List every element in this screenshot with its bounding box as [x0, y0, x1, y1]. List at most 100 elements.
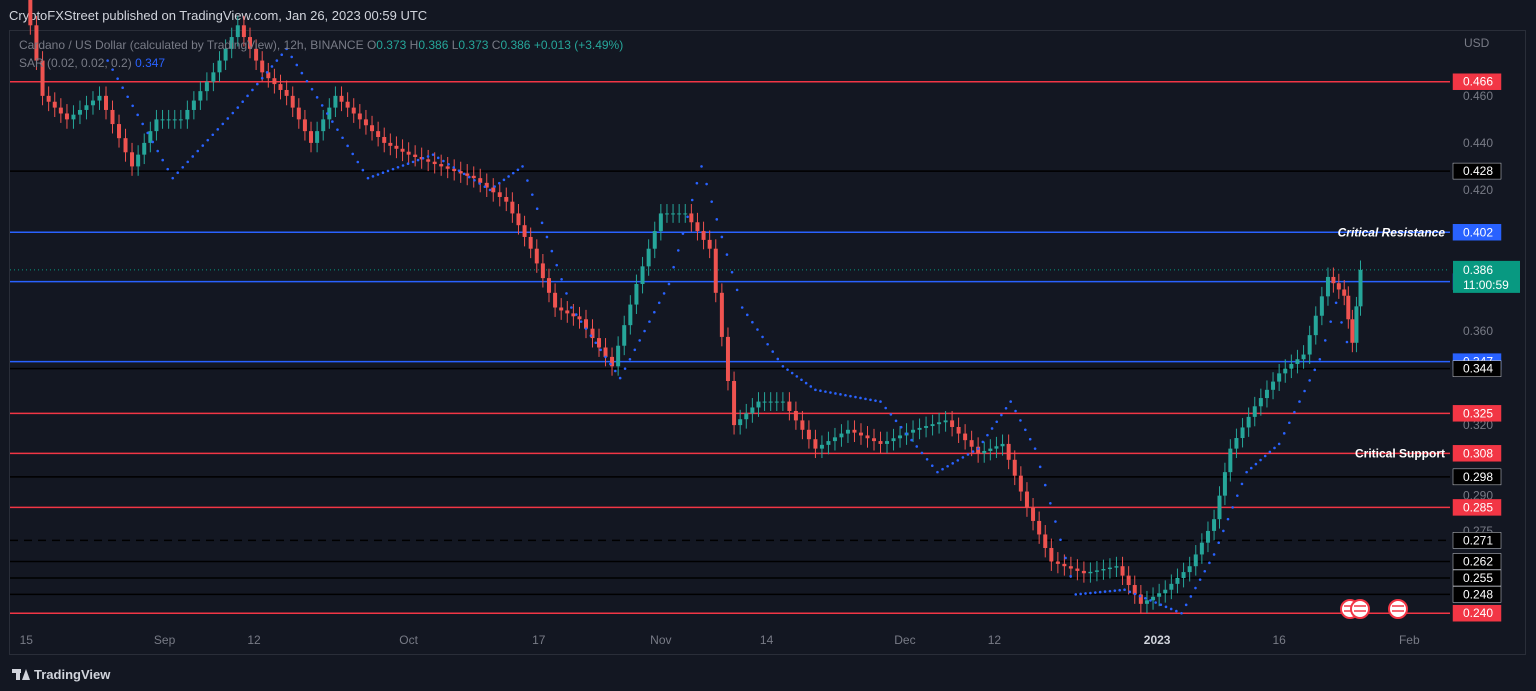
candle-body: [963, 433, 968, 441]
sar-dot: [894, 419, 898, 423]
candle-body: [793, 410, 798, 421]
candle-body: [1325, 276, 1330, 297]
level-tag: [1452, 468, 1502, 486]
sar-dot: [766, 342, 769, 346]
sar-dot: [1123, 588, 1126, 592]
sar-dot: [171, 176, 175, 180]
candle-body: [376, 131, 381, 138]
time-tick: 12: [988, 633, 1002, 647]
candle-body: [584, 319, 588, 329]
sar-dot: [854, 395, 857, 399]
candle-body: [406, 151, 411, 155]
candle-body: [528, 236, 533, 249]
sar-dot: [1024, 428, 1027, 432]
sar-dot: [540, 221, 544, 225]
level-value: 0.298: [1463, 470, 1493, 484]
candle-body: [1307, 335, 1312, 355]
candle-body: [553, 292, 558, 308]
sar-dot: [751, 320, 754, 324]
sar-dot: [421, 156, 425, 160]
candle-body: [577, 316, 582, 320]
sar-dot: [869, 398, 872, 402]
time-tick: 14: [760, 633, 774, 647]
sar-dot: [1133, 592, 1137, 596]
candle-body: [988, 448, 993, 451]
sar-dot: [946, 464, 949, 468]
sar-dot: [346, 144, 349, 148]
sar-dot: [406, 162, 410, 165]
candle-body: [266, 72, 271, 79]
currency-label: USD: [1464, 36, 1490, 50]
level-tag: [1452, 73, 1502, 90]
sar-dot: [1084, 592, 1087, 595]
last-price-tag: [1453, 260, 1520, 293]
sar-dot: [905, 432, 908, 435]
sar-legend[interactable]: SAR (0.02, 0.02, 0.2) 0.347: [19, 56, 165, 70]
sar-dot: [1212, 553, 1216, 556]
symbol-legend[interactable]: Cardano / US Dollar (calculated by Tradi…: [19, 38, 623, 52]
candle-body: [911, 429, 916, 433]
candle-body: [1217, 495, 1222, 520]
us-flag-event-icon: [1350, 599, 1370, 619]
symbol-title[interactable]: Cardano / US Dollar (calculated by Tradi…: [19, 38, 364, 52]
sar-dot: [1103, 590, 1107, 593]
sar-dot: [502, 178, 506, 182]
sar-dot: [1175, 609, 1178, 613]
price-series: [28, 0, 1363, 614]
sar-dot: [320, 104, 324, 107]
sar-dot: [1079, 592, 1082, 596]
sar-dot: [535, 207, 539, 211]
sar-dot: [376, 173, 380, 176]
sar-dot: [111, 68, 114, 71]
published-caption: CryptoFXStreet published on TradingView.…: [9, 8, 428, 23]
candle-body: [956, 426, 961, 434]
sar-dot: [416, 158, 420, 162]
candle-body: [1336, 283, 1341, 290]
candle-body: [185, 109, 190, 120]
sar-dot: [849, 394, 852, 398]
candle-body: [1205, 530, 1210, 543]
candle-body: [1358, 269, 1363, 307]
tradingview-logo[interactable]: TradingView: [12, 667, 110, 682]
sar-dot: [411, 160, 415, 164]
price-tick: 0.320: [1463, 418, 1493, 432]
candle-body: [339, 95, 344, 102]
sar-dot: [331, 120, 334, 123]
sar-dot: [1169, 607, 1173, 611]
sar-dot: [1043, 483, 1047, 487]
sar-dot: [579, 320, 583, 323]
chart-pane[interactable]: [9, 30, 1526, 655]
sar-dot: [633, 348, 637, 352]
candle-body: [652, 231, 657, 249]
candle-body: [994, 446, 999, 449]
change-value: +0.013 (+3.49%): [533, 38, 624, 52]
sar-dot: [1149, 599, 1152, 602]
candle-body: [1289, 363, 1294, 369]
sar-dot: [1254, 462, 1258, 466]
candle-body: [725, 336, 730, 382]
candle-body: [878, 441, 883, 444]
candle-body: [701, 231, 706, 240]
sar-dot: [889, 413, 893, 416]
candle-body: [813, 439, 818, 449]
sar-dot: [351, 152, 355, 156]
time-tick: Sep: [154, 633, 176, 647]
sar-dot: [1240, 482, 1244, 486]
sar-dot: [910, 438, 913, 442]
level-value: 0.402: [1463, 225, 1493, 239]
candle-body: [616, 345, 621, 367]
candle-body: [1144, 600, 1149, 604]
sar-label[interactable]: SAR (0.02, 0.02, 0.2): [19, 56, 132, 70]
sar-dot: [246, 94, 249, 98]
time-tick: Oct: [399, 633, 418, 647]
candle-body: [90, 100, 95, 106]
level-value: 0.262: [1463, 555, 1493, 569]
level-tag: [1452, 586, 1502, 603]
candle-body: [768, 401, 773, 403]
candle-body: [806, 429, 811, 440]
sar-dot: [1203, 569, 1207, 573]
candle-body: [1277, 373, 1282, 382]
sar-dot: [285, 47, 288, 51]
